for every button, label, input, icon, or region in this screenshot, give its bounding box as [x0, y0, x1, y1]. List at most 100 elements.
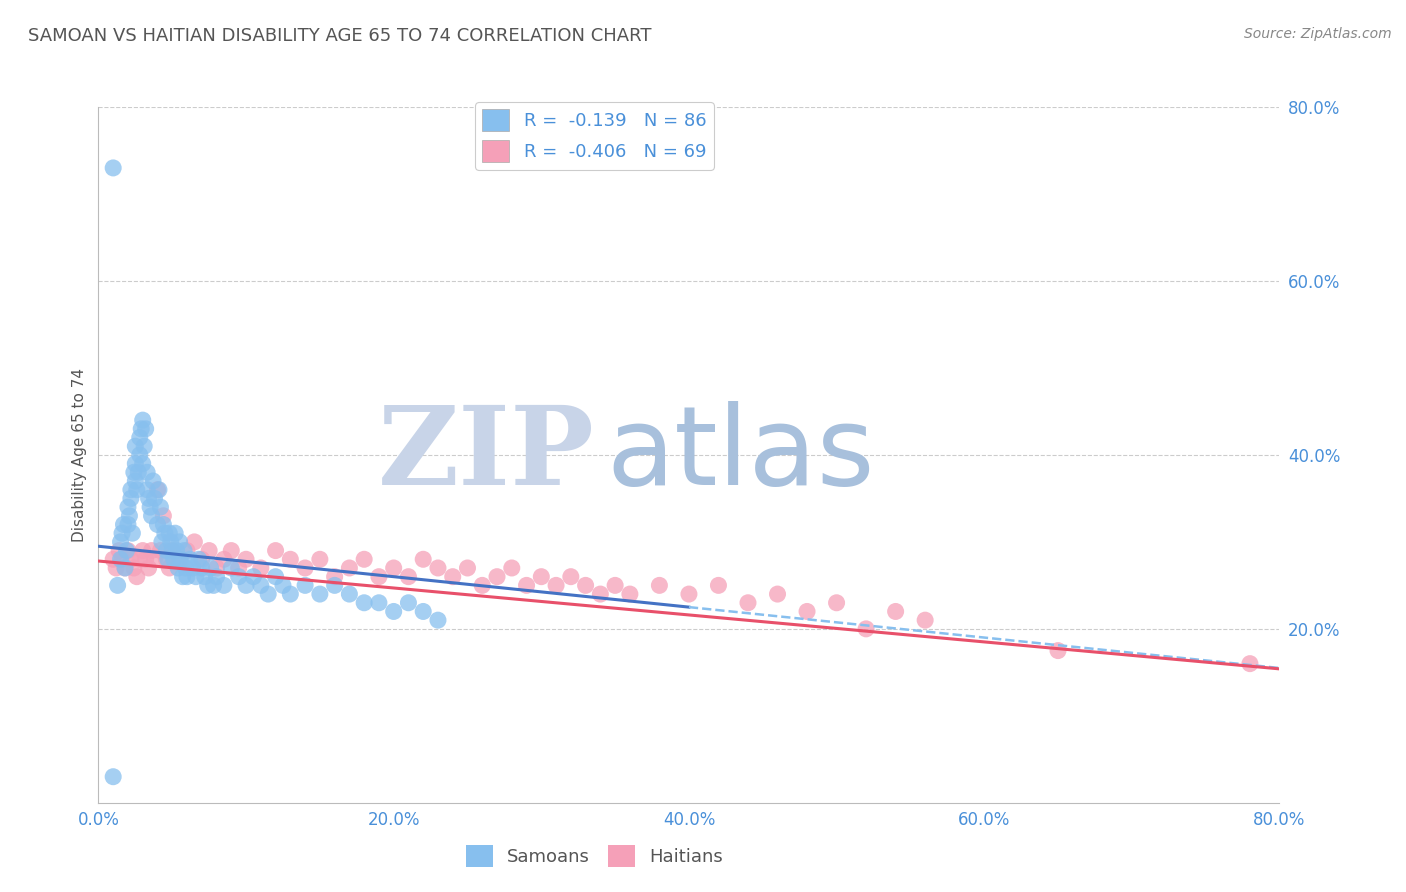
Point: [515, 578, 537, 592]
Point: [124, 457, 146, 471]
Point: [117, 500, 139, 514]
Point: [152, 517, 174, 532]
Point: [228, 561, 250, 575]
Point: [132, 457, 155, 471]
Point: [648, 578, 671, 592]
Point: [103, 161, 125, 175]
Point: [456, 561, 478, 575]
Point: [107, 578, 129, 592]
Point: [825, 596, 848, 610]
Point: [501, 561, 523, 575]
Point: [914, 613, 936, 627]
Point: [200, 561, 222, 575]
Point: [110, 552, 132, 566]
Point: [1239, 657, 1261, 671]
Point: [205, 570, 228, 584]
Point: [176, 543, 198, 558]
Point: [707, 578, 730, 592]
Point: [148, 483, 170, 497]
Point: [219, 561, 242, 575]
Point: [146, 517, 169, 532]
Point: [129, 422, 152, 436]
Point: [103, 770, 125, 784]
Point: [114, 561, 136, 575]
Point: [441, 570, 464, 584]
Point: [157, 561, 180, 575]
Point: [125, 570, 148, 584]
Point: [120, 552, 142, 566]
Point: [181, 561, 204, 575]
Text: SAMOAN VS HAITIAN DISABILITY AGE 65 TO 74 CORRELATION CHART: SAMOAN VS HAITIAN DISABILITY AGE 65 TO 7…: [28, 27, 651, 45]
Point: [149, 500, 172, 514]
Point: [766, 587, 789, 601]
Point: [138, 491, 160, 506]
Point: [560, 570, 582, 584]
Point: [141, 508, 163, 523]
Point: [235, 578, 257, 592]
Point: [138, 561, 160, 575]
Point: [184, 570, 207, 584]
Point: [412, 552, 434, 566]
Legend: Samoans, Haitians: Samoans, Haitians: [458, 838, 731, 874]
Point: [884, 605, 907, 619]
Point: [264, 570, 287, 584]
Point: [169, 534, 191, 549]
Point: [132, 543, 155, 558]
Point: [103, 552, 125, 566]
Point: [115, 543, 138, 558]
Point: [278, 552, 302, 566]
Point: [120, 483, 142, 497]
Point: [114, 561, 136, 575]
Point: [212, 552, 235, 566]
Point: [368, 596, 391, 610]
Point: [111, 526, 134, 541]
Point: [127, 466, 149, 480]
Point: [228, 570, 250, 584]
Point: [278, 587, 302, 601]
Point: [191, 561, 214, 575]
Point: [546, 578, 568, 592]
Point: [619, 587, 641, 601]
Point: [117, 517, 139, 532]
Point: [353, 596, 375, 610]
Point: [309, 587, 332, 601]
Point: [574, 578, 596, 592]
Point: [176, 570, 198, 584]
Point: [128, 448, 150, 462]
Point: [235, 552, 257, 566]
Point: [250, 578, 273, 592]
Point: [135, 422, 157, 436]
Point: [197, 578, 219, 592]
Point: [112, 517, 135, 532]
Point: [1046, 643, 1069, 657]
Point: [796, 605, 818, 619]
Point: [264, 543, 287, 558]
Point: [128, 431, 150, 445]
Point: [396, 570, 419, 584]
Point: [118, 508, 141, 523]
Point: [486, 570, 509, 584]
Point: [589, 587, 612, 601]
Point: [187, 552, 209, 566]
Point: [165, 526, 187, 541]
Point: [117, 543, 139, 558]
Point: [427, 613, 450, 627]
Point: [353, 552, 375, 566]
Point: [159, 534, 181, 549]
Point: [163, 552, 186, 566]
Point: [152, 508, 174, 523]
Point: [309, 552, 332, 566]
Point: [250, 561, 273, 575]
Point: [855, 622, 877, 636]
Point: [737, 596, 759, 610]
Point: [169, 552, 191, 566]
Point: [339, 587, 360, 601]
Point: [136, 466, 159, 480]
Point: [157, 526, 180, 541]
Point: [162, 543, 183, 558]
Text: atlas: atlas: [606, 401, 875, 508]
Point: [108, 543, 131, 558]
Point: [257, 587, 280, 601]
Point: [111, 552, 134, 566]
Point: [219, 543, 242, 558]
